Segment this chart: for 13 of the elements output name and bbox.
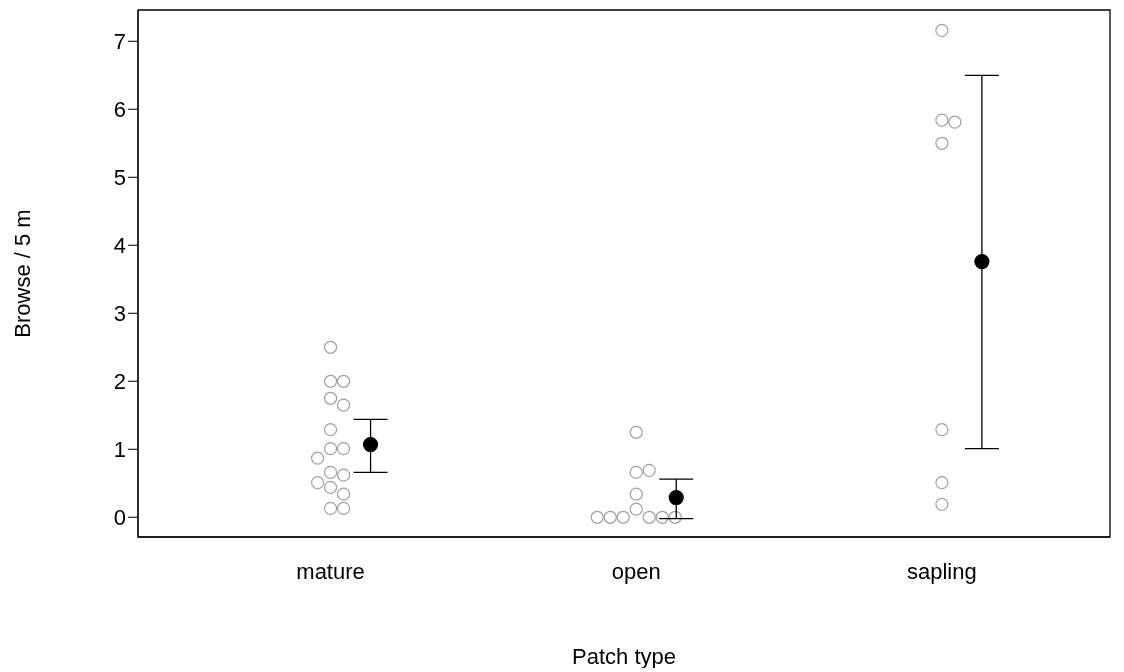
y-tick-label: 0 <box>113 505 126 531</box>
y-tick-label: 5 <box>113 165 126 191</box>
y-tick-label: 4 <box>113 233 126 259</box>
x-axis-title: Patch type <box>572 644 676 669</box>
x-tick-label: open <box>611 558 661 584</box>
y-tick-label: 1 <box>113 437 126 463</box>
y-tick-label: 7 <box>113 29 126 55</box>
y-tick-label: 2 <box>113 369 126 395</box>
y-tick-label: 6 <box>113 97 126 123</box>
x-tick-label: sapling <box>907 558 977 584</box>
y-axis-title: Browse / 5 m <box>9 209 35 338</box>
y-tick-label: 3 <box>113 301 126 327</box>
x-tick-label: mature <box>296 558 365 584</box>
